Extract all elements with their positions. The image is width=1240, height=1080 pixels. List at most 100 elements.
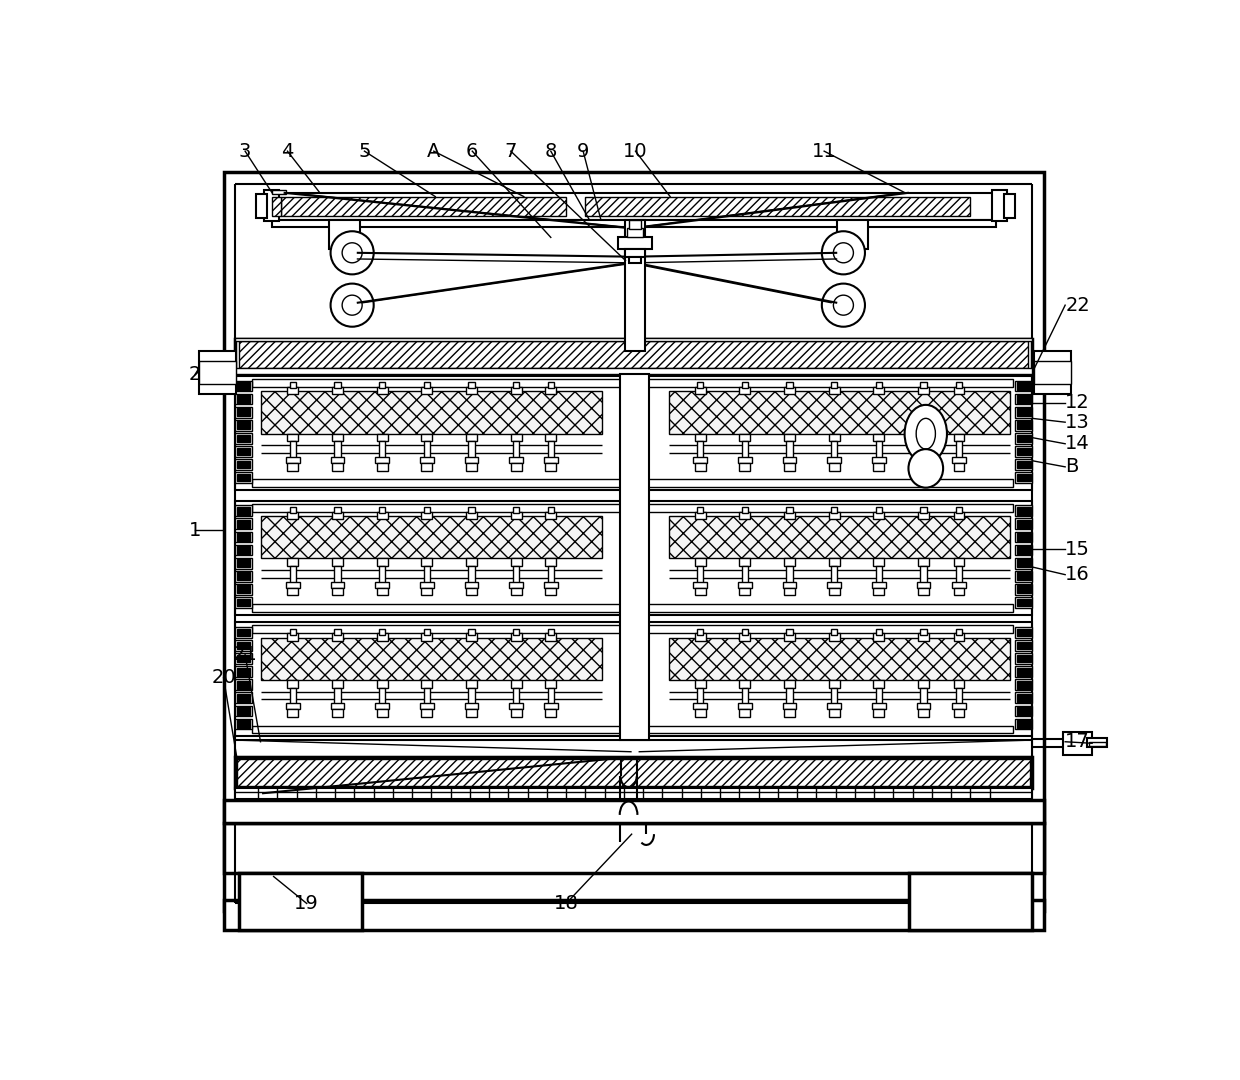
- Bar: [236, 653, 252, 664]
- Bar: [828, 387, 839, 394]
- Bar: [264, 190, 279, 221]
- Bar: [329, 219, 360, 249]
- Text: 3: 3: [239, 141, 252, 161]
- Bar: [376, 582, 389, 588]
- Bar: [288, 633, 299, 640]
- Bar: [236, 407, 252, 418]
- Bar: [1017, 720, 1030, 728]
- Bar: [873, 633, 884, 640]
- Bar: [281, 197, 567, 216]
- Bar: [548, 629, 554, 635]
- Bar: [236, 472, 252, 483]
- Bar: [511, 512, 522, 519]
- Bar: [694, 633, 706, 640]
- Bar: [223, 799, 1044, 823]
- Text: 20: 20: [211, 669, 236, 687]
- Bar: [697, 566, 703, 583]
- Bar: [331, 457, 345, 463]
- Bar: [668, 516, 1009, 558]
- Text: 11: 11: [812, 141, 837, 161]
- Bar: [786, 507, 792, 513]
- Text: 15: 15: [1065, 540, 1090, 558]
- Bar: [510, 703, 523, 710]
- Bar: [513, 688, 520, 705]
- Bar: [784, 680, 795, 688]
- Bar: [513, 629, 520, 635]
- Bar: [332, 434, 343, 442]
- Bar: [920, 382, 926, 389]
- Bar: [237, 382, 250, 390]
- Circle shape: [331, 231, 373, 274]
- Bar: [828, 588, 839, 595]
- Bar: [954, 387, 965, 394]
- Bar: [1016, 571, 1032, 582]
- Bar: [236, 679, 252, 690]
- Bar: [872, 582, 885, 588]
- Bar: [422, 558, 433, 566]
- Bar: [875, 442, 882, 458]
- Bar: [1017, 642, 1030, 649]
- Bar: [236, 740, 1032, 757]
- Bar: [831, 629, 837, 635]
- Bar: [1016, 472, 1032, 483]
- Bar: [827, 457, 841, 463]
- Bar: [236, 433, 252, 444]
- Bar: [694, 558, 706, 566]
- Bar: [875, 566, 882, 583]
- Ellipse shape: [909, 449, 944, 488]
- Text: 8: 8: [544, 141, 557, 161]
- Bar: [1017, 447, 1030, 456]
- Bar: [335, 566, 341, 583]
- Bar: [288, 434, 299, 442]
- Text: 12: 12: [1065, 393, 1090, 413]
- Bar: [236, 518, 252, 529]
- Bar: [237, 421, 250, 429]
- Bar: [237, 559, 250, 567]
- Bar: [237, 474, 250, 482]
- Bar: [784, 463, 795, 471]
- Text: 6: 6: [466, 141, 479, 161]
- Text: B: B: [1065, 457, 1079, 476]
- Bar: [237, 667, 250, 675]
- Bar: [831, 688, 837, 705]
- Bar: [1017, 654, 1030, 662]
- Bar: [872, 703, 885, 710]
- Bar: [739, 680, 750, 688]
- Bar: [548, 688, 554, 705]
- Circle shape: [342, 243, 362, 262]
- Bar: [332, 558, 343, 566]
- Bar: [1017, 629, 1030, 636]
- Bar: [465, 703, 479, 710]
- Bar: [828, 434, 839, 442]
- Bar: [1017, 474, 1030, 482]
- Bar: [511, 434, 522, 442]
- Bar: [784, 387, 795, 394]
- Bar: [630, 219, 641, 229]
- Bar: [511, 463, 522, 471]
- Bar: [237, 707, 250, 715]
- Text: 16: 16: [1065, 565, 1090, 584]
- Bar: [332, 387, 343, 394]
- Bar: [1017, 585, 1030, 593]
- Bar: [784, 558, 795, 566]
- Bar: [466, 463, 477, 471]
- Bar: [466, 588, 477, 595]
- Bar: [513, 566, 520, 583]
- Bar: [739, 512, 750, 519]
- Bar: [252, 604, 1013, 611]
- Bar: [290, 566, 296, 583]
- Bar: [286, 582, 300, 588]
- Bar: [377, 588, 388, 595]
- Text: 1: 1: [188, 521, 201, 540]
- Text: 19: 19: [294, 894, 319, 913]
- Bar: [239, 341, 1028, 367]
- Bar: [237, 654, 250, 662]
- Bar: [1017, 559, 1030, 567]
- Bar: [954, 633, 965, 640]
- Bar: [786, 688, 792, 705]
- Bar: [873, 680, 884, 688]
- Text: 10: 10: [624, 141, 647, 161]
- Bar: [909, 873, 1032, 930]
- Bar: [956, 629, 962, 635]
- Bar: [739, 633, 750, 640]
